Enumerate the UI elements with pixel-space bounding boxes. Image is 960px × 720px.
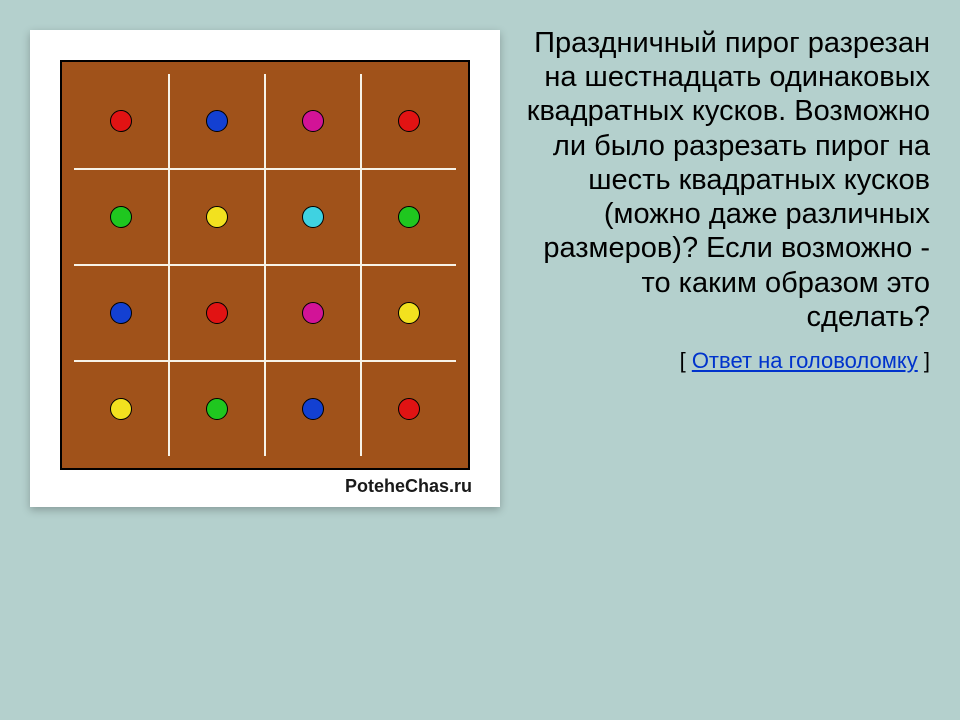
cake-dot [110,206,132,228]
cake-dot [398,302,420,324]
puzzle-question: Праздничный пирог разрезан на шестнадцат… [520,26,930,334]
cake-cell [362,362,456,456]
cake-dot [302,398,324,420]
cake-cell [170,170,264,264]
cake-dot [206,206,228,228]
cake-cell [266,170,360,264]
cake-cell [266,266,360,360]
cake-cell [170,74,264,168]
cake-cell [170,362,264,456]
cake-cell [74,74,168,168]
cake-dot [206,398,228,420]
answer-link[interactable]: Ответ на головоломку [692,348,918,373]
answer-line: [ Ответ на головоломку ] [520,348,930,374]
image-watermark: PoteheChas.ru [50,470,480,497]
cake-dot [302,302,324,324]
cake-cell [266,362,360,456]
cake-dot [110,110,132,132]
answer-bracket-close: ] [918,348,930,373]
cake-cell [266,74,360,168]
cake-dot [398,110,420,132]
cake-cell [74,170,168,264]
slide: PoteheChas.ru Праздничный пирог разрезан… [0,0,960,720]
cake-dot [110,302,132,324]
cake-cell [362,170,456,264]
cake-cell [74,362,168,456]
cake-dot [110,398,132,420]
cake-outer [60,60,470,470]
cake-dot [398,206,420,228]
answer-bracket-open: [ [680,348,692,373]
puzzle-text-block: Праздничный пирог разрезан на шестнадцат… [520,26,930,374]
cake-grid [74,74,456,456]
cake-cell [362,266,456,360]
cake-dot [302,206,324,228]
cake-cell [74,266,168,360]
puzzle-image-card: PoteheChas.ru [30,30,500,507]
cake-dot [302,110,324,132]
cake-cell [362,74,456,168]
cake-dot [398,398,420,420]
cake-dot [206,302,228,324]
cake-cell [170,266,264,360]
cake-dot [206,110,228,132]
